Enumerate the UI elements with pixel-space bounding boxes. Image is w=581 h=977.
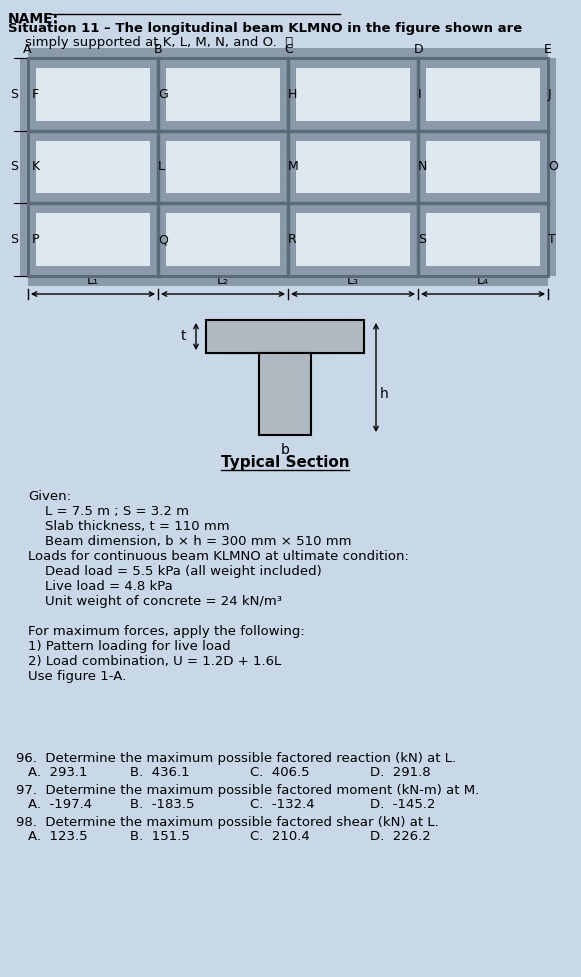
Text: B.  -183.5: B. -183.5 (130, 798, 195, 811)
Text: t: t (181, 329, 186, 344)
Bar (20, 58, 36, 276)
Text: C.  406.5: C. 406.5 (250, 766, 310, 779)
Text: J: J (548, 88, 551, 101)
Text: C.  210.4: C. 210.4 (250, 830, 310, 843)
Bar (259, 353, 311, 435)
Text: I: I (418, 88, 422, 101)
Text: H: H (288, 88, 297, 101)
Text: 1) Pattern loading for live load: 1) Pattern loading for live load (28, 640, 231, 653)
Text: D.  291.8: D. 291.8 (370, 766, 431, 779)
Text: Q: Q (158, 234, 168, 246)
Text: P: P (32, 234, 40, 246)
Text: B.  151.5: B. 151.5 (130, 830, 190, 843)
Text: S: S (10, 160, 18, 174)
Bar (410, 58, 426, 276)
Text: Slab thickness, t = 110 mm: Slab thickness, t = 110 mm (28, 520, 229, 533)
Text: Typical Section: Typical Section (221, 455, 349, 470)
Text: NAME:: NAME: (8, 12, 59, 26)
Text: B: B (154, 43, 163, 56)
Text: L₃: L₃ (347, 274, 359, 287)
Text: For maximum forces, apply the following:: For maximum forces, apply the following: (28, 625, 305, 638)
Text: R: R (288, 234, 297, 246)
Text: 2) Load combination, U = 1.2D + 1.6L: 2) Load combination, U = 1.2D + 1.6L (28, 655, 281, 668)
Text: L = 7.5 m ; S = 3.2 m: L = 7.5 m ; S = 3.2 m (28, 505, 189, 518)
Bar (28, 58, 548, 276)
Text: Given:: Given: (28, 490, 71, 503)
Text: C: C (284, 43, 293, 56)
Text: D.  -145.2: D. -145.2 (370, 798, 436, 811)
Text: Unit weight of concrete = 24 kN/m³: Unit weight of concrete = 24 kN/m³ (28, 595, 282, 608)
Text: h: h (380, 387, 389, 401)
Text: A.  293.1: A. 293.1 (28, 766, 88, 779)
Text: E: E (544, 43, 552, 56)
Text: S: S (418, 234, 426, 246)
Text: 96.  Determine the maximum possible factored reaction (kN) at L.: 96. Determine the maximum possible facto… (16, 752, 456, 765)
Text: D: D (414, 43, 424, 56)
Text: N: N (418, 160, 428, 174)
Text: Loads for continuous beam KLMNO at ultimate condition:: Loads for continuous beam KLMNO at ultim… (28, 550, 409, 563)
Text: A.  -197.4: A. -197.4 (28, 798, 92, 811)
Text: 98.  Determine the maximum possible factored shear (kN) at L.: 98. Determine the maximum possible facto… (16, 816, 439, 829)
Text: L: L (158, 160, 165, 174)
Text: Beam dimension, b × h = 300 mm × 510 mm: Beam dimension, b × h = 300 mm × 510 mm (28, 535, 352, 548)
Bar (28, 193, 548, 213)
Text: T: T (548, 234, 556, 246)
Text: simply supported at K, L, M, N, and O.  、: simply supported at K, L, M, N, and O. 、 (8, 36, 293, 49)
Text: M: M (288, 160, 299, 174)
Text: L₁: L₁ (87, 274, 99, 287)
Text: Dead load = 5.5 kPa (all weight included): Dead load = 5.5 kPa (all weight included… (28, 565, 322, 578)
Text: Use figure 1-A.: Use figure 1-A. (28, 670, 126, 683)
Text: L₂: L₂ (217, 274, 229, 287)
Text: b: b (281, 443, 289, 457)
Text: G: G (158, 88, 168, 101)
Text: S: S (10, 88, 18, 101)
Bar (540, 58, 556, 276)
Text: L₄: L₄ (477, 274, 489, 287)
Text: A.  123.5: A. 123.5 (28, 830, 88, 843)
Text: B.  436.1: B. 436.1 (130, 766, 189, 779)
Text: O: O (548, 160, 558, 174)
Text: Live load = 4.8 kPa: Live load = 4.8 kPa (28, 580, 173, 593)
Bar (28, 266, 548, 286)
Text: K: K (32, 160, 40, 174)
Bar (28, 48, 548, 68)
Text: S: S (10, 234, 18, 246)
Bar (28, 121, 548, 141)
Bar (280, 58, 296, 276)
Text: 97.  Determine the maximum possible factored moment (kN-m) at M.: 97. Determine the maximum possible facto… (16, 784, 479, 797)
Text: C.  -132.4: C. -132.4 (250, 798, 315, 811)
Bar (28, 58, 548, 276)
Bar (206, 320, 364, 353)
Text: Situation 11 – The longitudinal beam KLMNO in the figure shown are: Situation 11 – The longitudinal beam KLM… (8, 22, 522, 35)
Text: D.  226.2: D. 226.2 (370, 830, 431, 843)
Text: F: F (32, 88, 39, 101)
Text: A: A (23, 43, 31, 56)
Bar (150, 58, 166, 276)
